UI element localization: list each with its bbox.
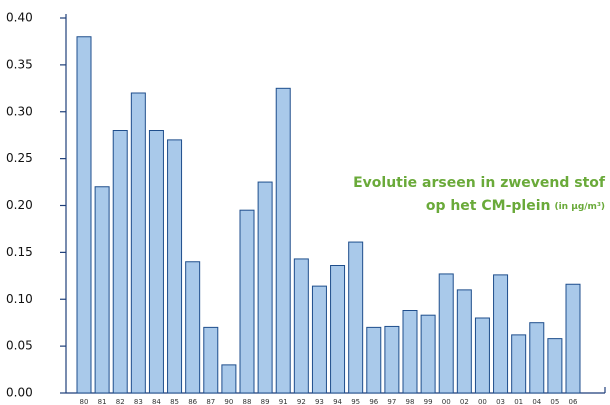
unit-note: (in µg/m³) [554,202,605,212]
bar [529,322,545,394]
x-tick-label: 88 [243,398,252,405]
bar [167,139,183,394]
bar [275,87,291,394]
bar [384,325,400,394]
bar [112,130,128,394]
x-tick-label: 98 [406,398,415,405]
x-tick-label: 89 [261,398,270,405]
x-tick-label: 99 [424,398,433,405]
y-tick-label: 0.35 [6,57,33,71]
x-tick-label: 86 [188,398,197,405]
x-tick-label: 80 [80,398,89,405]
bar [330,265,346,394]
x-tick-label: 02 [460,398,469,405]
chart-subtitle: op het CM-plein (in µg/m³) [426,198,605,214]
y-tick-label: 0.25 [6,151,33,165]
bar [474,317,490,394]
y-tick-label: 0.15 [6,245,33,259]
y-tick-label: 0.30 [6,104,33,118]
bar [438,273,454,394]
bar [311,285,327,394]
y-tick-label: 0.20 [6,198,33,212]
bar [130,92,146,394]
bar [565,283,581,394]
y-tick-label: 0.10 [6,292,33,306]
x-tick-label: 01 [514,398,523,405]
x-tick-label: 95 [351,398,360,405]
y-tick-label: 0.00 [6,386,33,400]
bar [203,326,219,394]
x-tick-label: 83 [134,398,143,405]
subtitle: op het CM-plein [426,198,551,214]
bar [511,334,527,394]
bar [221,364,237,394]
x-tick-label: 84 [152,398,161,405]
x-tick-label: 94 [333,398,342,405]
bar [348,241,364,394]
x-tick-label: 97 [387,398,396,405]
x-tick-label: 06 [569,398,578,405]
bar [402,310,418,394]
x-tick-label: 05 [550,398,559,405]
y-tick-label: 0.05 [6,339,33,353]
chart-title: Evolutie arseen in zwevend stof [353,175,606,191]
x-tick-label: 91 [279,398,288,405]
bar [76,36,92,394]
x-tick-label: 82 [116,398,125,405]
bar [366,326,382,394]
bar [148,130,164,394]
x-tick-label: 93 [315,398,324,405]
bar [185,261,201,394]
x-tick-label: 04 [532,398,541,405]
x-tick-label: 96 [369,398,378,405]
x-tick-label: 92 [297,398,306,405]
x-tick-label: 00 [478,398,487,405]
x-tick-label: 00 [442,398,451,405]
bar [493,274,509,394]
x-tick-label: 81 [98,398,107,405]
bar [456,289,472,394]
bar [420,314,436,394]
bar [239,209,255,394]
y-tick-label: 0.40 [6,11,33,25]
bar [293,258,309,394]
x-tick-label: 90 [224,398,233,405]
bar [257,181,273,394]
bar [547,338,563,394]
x-tick-label: 03 [496,398,505,405]
x-tick-label: 87 [206,398,215,405]
x-tick-label: 85 [170,398,179,405]
bar [94,186,110,394]
